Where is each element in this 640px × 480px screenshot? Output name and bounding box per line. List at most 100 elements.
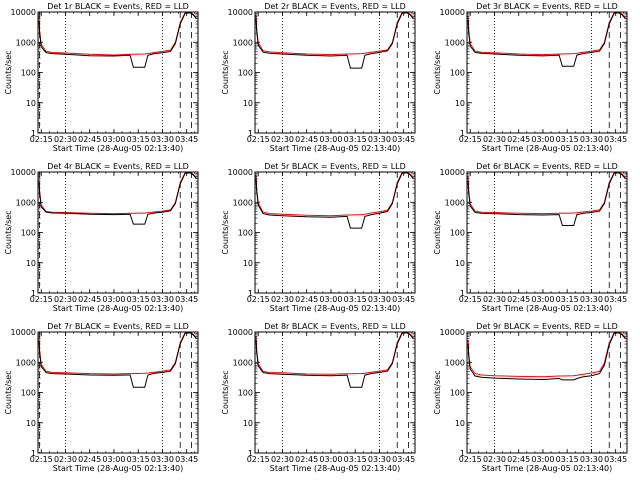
series-group	[255, 12, 414, 69]
y-tick-label: 100	[450, 69, 465, 78]
y-tick-label: 100	[238, 229, 253, 238]
series-events-line	[467, 332, 626, 381]
series-group	[467, 332, 626, 381]
y-tick-label: 1000	[445, 38, 465, 47]
y-tick-label: 100	[21, 229, 36, 238]
x-tick-label: 03:45	[604, 295, 627, 304]
x-tick-label: 02:15	[247, 455, 270, 464]
x-tick-label: 03:30	[368, 295, 391, 304]
x-tick-label: 02:45	[295, 455, 318, 464]
x-tick-label: 03:45	[392, 295, 415, 304]
y-tick-label: 10	[455, 419, 465, 428]
y-tick-label: 10000	[228, 168, 253, 177]
y-tick-label: 10	[243, 259, 253, 268]
x-tick-label: 02:30	[271, 135, 294, 144]
x-tick-label: 02:45	[295, 295, 318, 304]
y-axis-title: Counts/sec	[221, 370, 230, 414]
x-tick-label: 03:15	[556, 295, 579, 304]
x-axis-title: Start Time (28-Aug-05 02:13:40)	[482, 464, 613, 473]
x-tick-label: 03:15	[556, 135, 579, 144]
x-tick-label: 03:00	[319, 455, 342, 464]
x-tick-label: 03:00	[531, 455, 554, 464]
panel-det-5: 1 10 100 1000 10000 02:15 02:30 02:45 03:00 03:15…	[221, 162, 416, 313]
x-tick-label: 02:15	[459, 135, 482, 144]
y-tick-label: 100	[450, 229, 465, 238]
x-tick-label: 03:30	[151, 295, 174, 304]
x-axis-title: Start Time (28-Aug-05 02:13:40)	[270, 464, 401, 473]
panel-title: Det 1r BLACK = Events, RED = LLD	[47, 2, 189, 11]
panel-det-2: 1 10 100 1000 10000 02:15 02:30 02:45 03:00 03:15…	[221, 2, 416, 153]
x-tick-label: 03:45	[175, 135, 198, 144]
y-tick-label: 100	[21, 389, 36, 398]
panel-det-6: 1 10 100 1000 10000 02:15 02:30 02:45 03:00 03:15…	[433, 162, 628, 313]
panel-det-9: 1 10 100 1000 10000 02:15 02:30 02:45 03:00 03:15…	[433, 322, 628, 473]
y-tick-label: 100	[238, 389, 253, 398]
x-axis-title: Start Time (28-Aug-05 02:13:40)	[270, 144, 401, 153]
y-tick-label: 1000	[16, 198, 36, 207]
panel-title: Det 4r BLACK = Events, RED = LLD	[47, 162, 189, 171]
series-events-line	[38, 172, 197, 225]
series-group	[467, 12, 626, 67]
x-tick-label: 03:15	[127, 295, 150, 304]
x-tick-label: 03:45	[392, 135, 415, 144]
y-tick-label: 10	[455, 259, 465, 268]
y-tick-label: 10000	[228, 328, 253, 337]
y-tick-label: 1000	[16, 358, 36, 367]
series-group	[255, 332, 414, 388]
y-tick-label: 10000	[11, 328, 36, 337]
panel-title: Det 7r BLACK = Events, RED = LLD	[47, 322, 189, 331]
y-tick-label: 10000	[440, 168, 465, 177]
x-tick-label: 02:45	[295, 135, 318, 144]
x-tick-label: 03:30	[580, 455, 603, 464]
x-tick-label: 02:30	[54, 455, 77, 464]
x-tick-label: 03:00	[531, 135, 554, 144]
panel-title: Det 2r BLACK = Events, RED = LLD	[264, 2, 406, 11]
y-axis-title: Counts/sec	[4, 50, 13, 94]
x-axis-title: Start Time (28-Aug-05 02:13:40)	[270, 304, 401, 313]
y-tick-label: 10000	[11, 8, 36, 17]
x-tick-label: 02:15	[247, 295, 270, 304]
y-tick-label: 1	[31, 289, 36, 298]
x-tick-label: 02:45	[78, 455, 101, 464]
y-tick-label: 100	[450, 389, 465, 398]
x-tick-label: 02:15	[30, 135, 53, 144]
x-tick-label: 02:30	[483, 455, 506, 464]
x-tick-label: 02:15	[30, 455, 53, 464]
y-axis-title: Counts/sec	[221, 210, 230, 254]
y-tick-label: 1	[31, 129, 36, 138]
x-tick-label: 02:15	[247, 135, 270, 144]
x-tick-label: 03:30	[151, 455, 174, 464]
y-tick-label: 1000	[233, 38, 253, 47]
x-tick-label: 02:30	[54, 135, 77, 144]
x-tick-label: 03:15	[556, 455, 579, 464]
x-tick-label: 02:45	[507, 135, 530, 144]
y-tick-label: 10000	[440, 328, 465, 337]
y-tick-label: 10	[243, 419, 253, 428]
x-tick-label: 03:30	[580, 295, 603, 304]
series-events-line	[255, 12, 414, 69]
x-tick-label: 03:15	[344, 295, 367, 304]
y-axis-title: Counts/sec	[433, 210, 442, 254]
x-tick-label: 02:30	[271, 295, 294, 304]
panel-det-1: 1 10 100 1000 10000 02:15 02:30 02:45 03:00 03:15…	[4, 2, 199, 153]
y-axis-title: Counts/sec	[4, 370, 13, 414]
y-tick-label: 10	[455, 99, 465, 108]
y-axis-title: Counts/sec	[221, 50, 230, 94]
x-axis-title: Start Time (28-Aug-05 02:13:40)	[53, 304, 184, 313]
x-tick-label: 03:45	[175, 295, 198, 304]
x-tick-label: 02:45	[78, 295, 101, 304]
y-axis-title: Counts/sec	[433, 370, 442, 414]
panel-det-3: 1 10 100 1000 10000 02:15 02:30 02:45 03:00 03:15…	[433, 2, 628, 153]
x-axis-title: Start Time (28-Aug-05 02:13:40)	[53, 144, 184, 153]
x-tick-label: 03:00	[102, 455, 125, 464]
panel-title: Det 5r BLACK = Events, RED = LLD	[264, 162, 406, 171]
x-tick-label: 03:00	[102, 295, 125, 304]
y-tick-label: 100	[21, 69, 36, 78]
y-tick-label: 1	[248, 449, 253, 458]
y-tick-label: 1000	[16, 38, 36, 47]
y-axis-title: Counts/sec	[433, 50, 442, 94]
y-tick-label: 1	[248, 289, 253, 298]
panel-title: Det 9r BLACK = Events, RED = LLD	[476, 322, 618, 331]
y-tick-label: 10000	[440, 8, 465, 17]
x-tick-label: 03:00	[319, 135, 342, 144]
